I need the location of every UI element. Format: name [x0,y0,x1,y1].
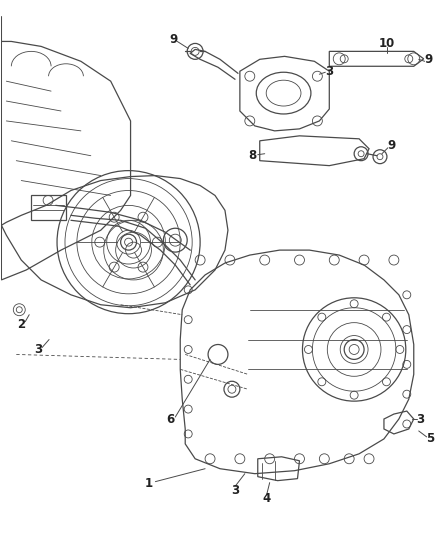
Text: 8: 8 [249,149,257,162]
Text: 9: 9 [424,53,433,66]
Text: 3: 3 [417,413,425,425]
Text: 3: 3 [325,64,333,78]
Text: 5: 5 [427,432,435,446]
Text: 6: 6 [166,413,174,425]
Text: 10: 10 [379,37,395,50]
Text: 1: 1 [145,477,152,490]
Text: 2: 2 [17,318,25,331]
Text: 3: 3 [231,484,239,497]
Text: 9: 9 [169,33,177,46]
Text: 9: 9 [388,139,396,152]
Text: 3: 3 [34,343,42,356]
Text: 4: 4 [262,492,271,505]
